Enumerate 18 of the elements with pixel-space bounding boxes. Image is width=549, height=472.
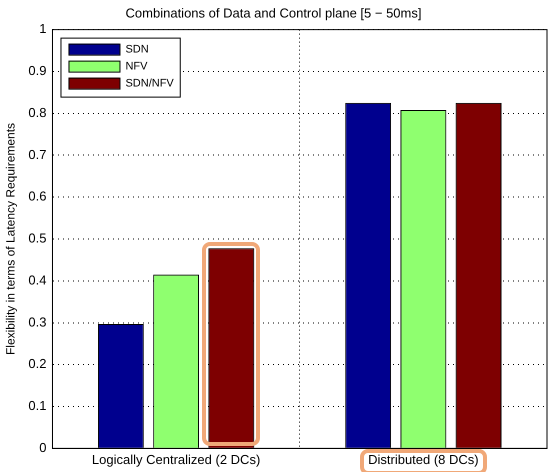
chart-title: Combinations of Data and Control plane [5 − 50ms] (126, 5, 422, 20)
y-tick-label: 0.2 (28, 356, 46, 372)
y-tick-label: 0.3 (28, 314, 46, 330)
x-tick-label: Distributed (8 DCs) (368, 452, 479, 467)
y-tick-label: 0.7 (28, 146, 46, 162)
y-tick-label: 0.9 (28, 63, 46, 78)
x-tick-label: Logically Centralized (2 DCs) (92, 452, 260, 467)
y-tick-label: 1 (39, 21, 46, 36)
legend-label: NFV (125, 60, 148, 73)
y-tick-label: 0.6 (28, 188, 46, 204)
y-tick-label: 0.1 (28, 398, 46, 414)
y-axis-title: Flexibility in terms of Latency Requirements (4, 122, 18, 356)
y-tick-label: 0.8 (28, 104, 46, 120)
legend-label: SDN (125, 44, 149, 56)
legend-label: SDN/NFV (125, 78, 174, 90)
y-tick-label: 0 (39, 440, 46, 455)
y-tick-label: 0.4 (28, 272, 46, 288)
y-tick-label: 0.5 (28, 230, 46, 246)
